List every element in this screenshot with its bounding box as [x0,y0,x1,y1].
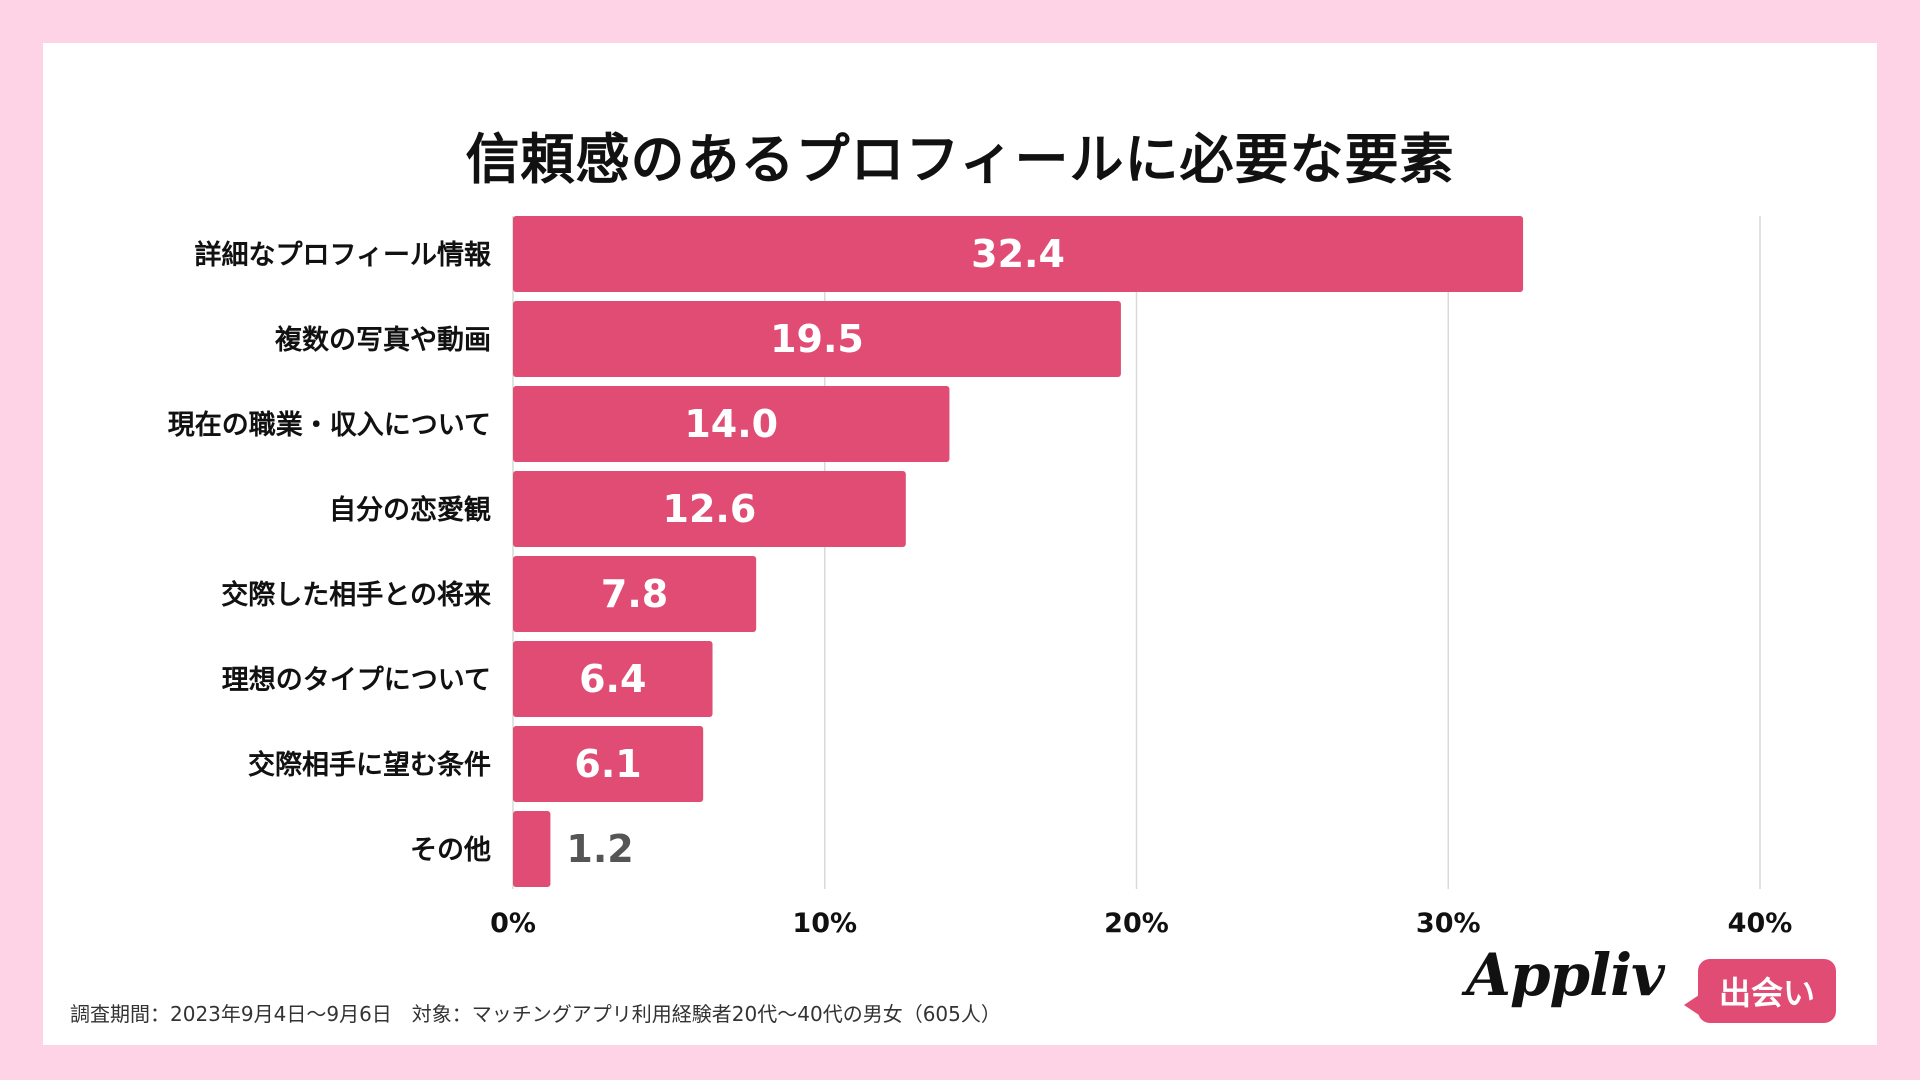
data-label: 19.5 [770,317,864,361]
bar-chart: 0% 10% 20% 30% 40% 詳細なプロフィール情報 32.4 複数の写真や動画 19.… [168,216,1793,939]
bar [513,216,1524,292]
appliv-logo: Appliv [1466,941,1665,1009]
x-tick-label: 30% [1416,908,1481,939]
category-label: その他 [410,835,491,866]
x-tick-label: 0% [490,908,536,939]
category-label: 理想のタイプについて [222,665,491,696]
category-label: 現在の職業・収入について [168,410,491,441]
category-label: 詳細なプロフィール情報 [195,239,492,271]
x-tick-label: 40% [1728,908,1793,939]
x-tick-label: 10% [792,908,857,939]
chart-card: 信頼感のあるプロフィールに必要な要素 0% 10% 20% 30% 40% 詳細なプロフィ… [43,43,1877,1045]
category-label: 複数の写真や動画 [275,324,491,356]
logo-badge-tail [1684,993,1702,1017]
bar [513,726,704,802]
logo-badge: 出会い [1698,959,1836,1023]
data-label: 12.6 [663,487,757,531]
data-label: 1.2 [566,827,633,871]
bar [513,301,1121,377]
data-label: 6.4 [579,657,646,701]
survey-footnote: 調査期間：2023年9月4日〜9月6日 対象：マッチングアプリ利用経験者20代〜… [70,1002,1001,1026]
bar [513,641,713,717]
bar [513,471,906,547]
data-label: 6.1 [574,742,641,786]
data-label: 32.4 [971,232,1065,276]
data-label: 14.0 [684,402,778,446]
bar [513,556,757,632]
bar [513,386,950,462]
category-label: 交際した相手との将来 [221,579,491,611]
x-tick-label: 20% [1104,908,1169,939]
bar [513,811,551,887]
category-label: 交際相手に望む条件 [248,749,491,781]
data-label: 7.8 [601,572,668,616]
category-label: 自分の恋愛観 [329,494,491,526]
chart-title: 信頼感のあるプロフィールに必要な要素 [465,128,1455,191]
